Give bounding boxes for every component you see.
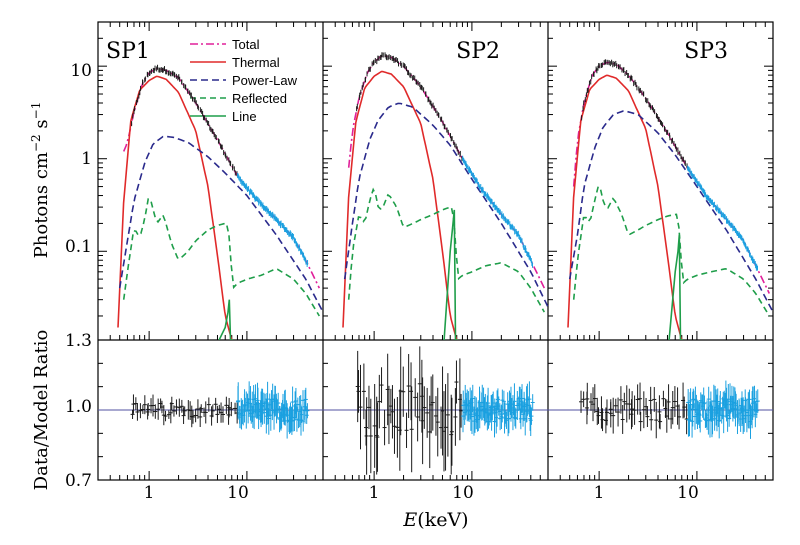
x-tick-label-p1-1: 1 [144,483,155,503]
curve-line-sp3 [668,234,683,340]
panel-label-sp3: SP3 [684,39,728,64]
curve-reflected-sp2 [347,187,545,313]
x-axis-label-symbol: E [402,509,417,531]
y-tick-label-1.0: 1.0 [65,397,92,417]
x-tick-label-p2-10: 10 [452,483,474,503]
panel-label-sp2: SP2 [456,39,500,64]
curve-total-sp3 [572,61,771,294]
curve-thermal-sp2 [342,70,458,340]
x-tick-label-p1-10: 10 [227,483,249,503]
curve-total-sp1 [122,67,321,289]
y-label-top-mid: s [31,119,52,134]
legend-label-line: Line [232,109,257,124]
y-label-top-base: Photons cm [31,152,52,258]
x-axis-label: E(keV) [402,509,468,531]
curve-reflected-sp1 [122,198,320,317]
model-curves [117,54,773,340]
curve-line-sp2 [443,209,458,340]
curve-line-sp1 [218,299,233,340]
y-label-top-exp1: −2 [29,134,43,152]
y-tick-label-0.7: 0.7 [65,471,92,491]
ratio-data-points [98,346,773,475]
y-tick-labels: 10 1 0.1 1.3 1.0 0.7 [65,61,92,491]
y-tick-label-1.3: 1.3 [65,331,92,351]
legend-label-thermal: Thermal [232,55,280,70]
legend-label-reflected: Reflected [232,91,287,106]
x-tick-label-p3-10: 10 [677,483,699,503]
spectral-data-points [131,52,758,271]
panel-labels: SP1 SP2 SP3 [106,39,728,64]
curve-thermal-sp3 [567,74,683,340]
y-tick-label-1: 1 [81,149,92,169]
curve-power-law-sp2 [343,102,549,308]
legend: Total Thermal Power-Law Reflected Line [190,37,298,124]
curve-power-law-sp3 [568,110,773,313]
panel-label-sp1: SP1 [106,39,150,64]
y-label-top-exp2: −1 [29,102,43,120]
x-tick-label-p3-1: 1 [594,483,605,503]
curve-total-sp2 [347,54,546,289]
axis-ticks [97,21,774,481]
y-axis-label-bottom: Data/Model Ratio [31,330,52,491]
legend-label-power-law: Power-Law [232,73,298,88]
y-tick-label-10: 10 [70,61,92,81]
curve-power-law-sp1 [118,135,324,313]
curve-thermal-sp1 [117,75,233,340]
y-axis-label-top: Photons cm−2 s−1 [29,102,52,259]
x-tick-labels: 1 10 1 10 1 10 [144,483,699,503]
x-tick-label-p2-1: 1 [369,483,380,503]
y-tick-label-0.1: 0.1 [65,237,92,257]
x-axis-label-unit: (keV) [417,509,468,531]
legend-label-total: Total [232,37,260,52]
